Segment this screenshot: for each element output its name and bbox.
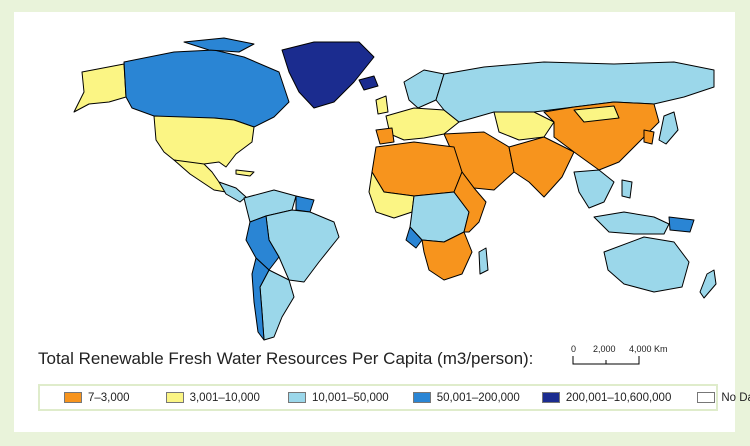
iberia — [375, 127, 395, 145]
canada — [123, 49, 290, 128]
greenland — [281, 41, 375, 109]
scale-tick-0: 0 — [571, 344, 576, 354]
map-frame: 0 2,000 4,000 Km — [14, 12, 735, 432]
australia — [603, 236, 690, 293]
se-asia — [573, 169, 615, 209]
legend-item: No Data — [697, 392, 750, 404]
legend-swatch — [287, 392, 306, 403]
central-america — [218, 181, 247, 203]
japan — [658, 111, 679, 145]
legend: 7–3,000 3,001–10,000 10,001–50,000 50,00… — [38, 384, 750, 411]
cuba — [235, 169, 255, 177]
uk — [375, 95, 389, 115]
arctic-islands — [183, 37, 255, 53]
legend-item: 7–3,000 — [64, 392, 130, 404]
legend-swatch — [697, 392, 716, 403]
scale-tick-1: 2,000 — [593, 344, 616, 354]
legend-swatch — [541, 392, 560, 403]
legend-label: 7–3,000 — [88, 391, 130, 404]
legend-item: 3,001–10,000 — [165, 391, 260, 404]
brazil — [265, 209, 340, 283]
scale-tick-2: 4,000 Km — [629, 344, 668, 354]
east-africa — [453, 171, 487, 233]
legend-label: 10,001–50,000 — [311, 391, 389, 404]
china — [543, 101, 660, 171]
legend-swatch — [412, 392, 431, 403]
madagascar — [478, 247, 489, 275]
mexico — [173, 159, 227, 193]
world-map — [73, 37, 717, 341]
philippines — [621, 179, 633, 199]
legend-label: No Data — [721, 391, 750, 404]
scale-bar: 0 2,000 4,000 Km — [571, 344, 668, 365]
guianas — [295, 195, 315, 213]
alaska — [73, 63, 127, 113]
legend-swatch — [165, 392, 184, 403]
south-asia — [508, 136, 575, 198]
map-title: Total Renewable Fresh Water Resources Pe… — [38, 349, 534, 368]
legend-label: 3,001–10,000 — [189, 391, 260, 404]
argentina — [259, 269, 295, 341]
southern-africa — [421, 231, 473, 281]
usa — [153, 115, 255, 168]
papua — [668, 216, 695, 233]
legend-item: 50,001–200,000 — [412, 391, 520, 404]
korea — [643, 129, 655, 145]
north-africa — [371, 141, 463, 197]
new-zealand — [699, 269, 717, 299]
legend-item: 200,001–10,600,000 — [541, 391, 672, 404]
peru-bolivia — [245, 215, 280, 271]
legend-label: 200,001–10,600,000 — [565, 391, 672, 404]
congo — [405, 226, 423, 249]
indonesia — [593, 211, 670, 235]
west-africa — [368, 171, 415, 219]
mongolia — [573, 105, 620, 123]
legend-item: 10,001–50,000 — [287, 391, 389, 404]
legend-label: 50,001–200,000 — [436, 391, 520, 404]
central-asia — [493, 111, 555, 141]
legend-swatch — [64, 392, 82, 403]
iceland — [358, 75, 379, 91]
chile — [251, 257, 270, 341]
